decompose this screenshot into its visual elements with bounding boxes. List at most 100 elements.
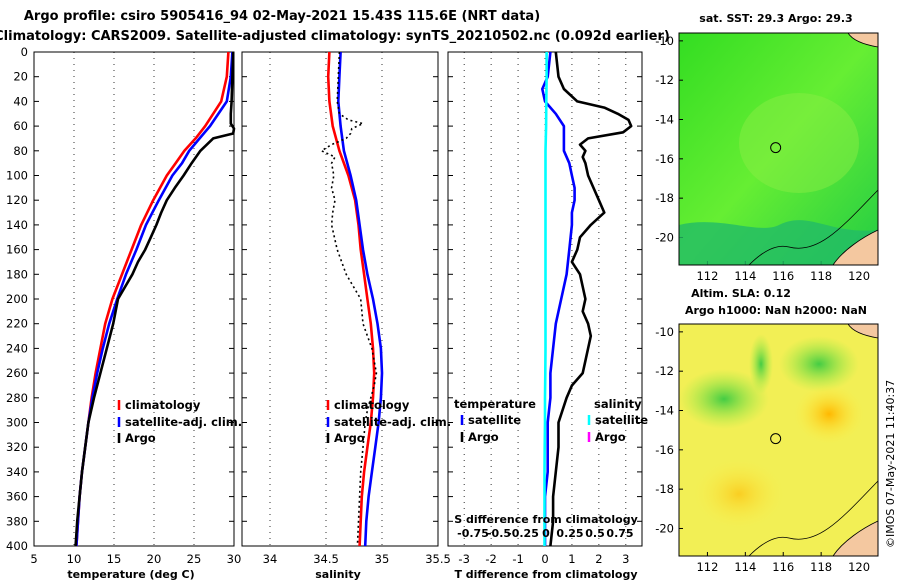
depth-tick-label: 260 [6,366,28,380]
x-tick-label: 1 [568,552,575,566]
legend-climatology: climatology [125,398,201,412]
map-lat-label: -10 [655,34,674,48]
sst-map: sat. SST: 29.3 Argo: 29.3 -10 -12 -14 -16 -1… [655,12,879,283]
legend-s-satellite: satellite [595,413,648,427]
imos-footer: ©IMOS 07-May-2021 11:40:37 [884,380,897,548]
temperature-panel: 5 10 15 20 25 30 temperature (deg C) climatol… [30,51,242,580]
series-line-argo [320,51,378,547]
depth-tick-label: 40 [13,94,28,108]
s-difference-x-ticks: -0.75-0.5-0.25 0 0.25 0.5 0.75 [457,527,633,540]
x-tick-label: 0 [541,552,548,566]
temperature-x-label: temperature (deg C) [67,568,194,580]
x-tick-label: 3 [622,552,629,566]
map-lat-label: -12 [655,364,674,378]
x-tick-label: -1 [512,552,523,566]
depth-tick-label: 0 [21,45,28,59]
x-tick-label: -2 [485,552,496,566]
map-lon-label: 120 [848,269,870,283]
legend-satellite-adj: satellite-adj. clim. [334,415,451,429]
map-lon-label: 116 [772,560,794,574]
s-diff-tick-label: 0.75 [606,527,633,540]
sla-map-subtitle: Argo h1000: NaN h2000: NaN [685,304,867,317]
legend-temperature-heading: temperature [454,397,536,411]
legend-argo: Argo [125,431,156,445]
depth-tick-label: 360 [6,490,28,504]
x-tick-label: 20 [147,552,162,566]
depth-tick-label: 60 [13,119,28,133]
map-lat-label: -12 [655,73,674,87]
x-tick-label: 34.5 [313,552,339,566]
s-diff-tick-label: -0.75 [457,527,489,540]
t-difference-x-label: T difference from climatology [454,568,637,580]
figure-title-line1: Argo profile: csiro 5905416_94 02-May-20… [24,9,540,24]
map-lon-label: 120 [848,560,870,574]
map-lat-label: -16 [655,152,674,166]
salinity-x-label: salinity [315,568,361,580]
sla-map-axes: -10 -12 -14 -16 -18 -20 112 114 116 118 120 [655,325,870,574]
legend-salinity-heading: salinity [594,397,642,411]
depth-tick-label: 220 [6,317,28,331]
argo-float-marker [770,433,782,445]
map-lon-label: 114 [734,269,756,283]
map-lat-label: -10 [655,325,674,339]
s-diff-tick-label: 0.25 [556,527,583,540]
depth-tick-label: 240 [6,341,28,355]
legend-satellite-adj: satellite-adj. clim. [125,415,242,429]
temperature-x-ticks: 5 10 15 20 25 30 [30,552,241,566]
salinity-grid [242,51,438,547]
difference-lines [540,51,633,547]
difference-temperature-legend: temperature satellite Argo [454,397,536,444]
map-lat-label: -18 [655,482,674,496]
map-lon-label: 114 [734,560,756,574]
sla-map-title: Altim. SLA: 0.12 [691,287,791,300]
depth-tick-label: 340 [6,465,28,479]
map-lat-label: -16 [655,443,674,457]
depth-tick-label: 160 [6,243,28,257]
map-lon-label: 116 [772,269,794,283]
depth-tick-label: 320 [6,440,28,454]
sla-high-patch [794,384,864,444]
legend-climatology: climatology [334,398,410,412]
salinity-lines [320,51,384,547]
sst-map-title: sat. SST: 29.3 Argo: 29.3 [699,12,852,25]
map-lat-label: -18 [655,191,674,205]
map-lon-label: 112 [696,560,718,574]
x-tick-label: 34 [263,552,278,566]
depth-tick-label: 140 [6,218,28,232]
map-lat-label: -14 [655,113,674,127]
series-line-t-argo [549,51,633,547]
difference-salinity-legend: salinity satellite Argo [587,397,648,444]
figure-title-line2: Climatology: CARS2009. Satellite-adjuste… [0,29,670,44]
series-line-t-satellite [540,51,576,546]
map-lon-label: 112 [696,269,718,283]
s-diff-tick-label: 0 [542,527,550,540]
sla-low-patch [749,334,773,394]
depth-tick-label: 100 [6,169,28,183]
map-lat-label: -20 [655,230,674,244]
x-tick-label: 2 [595,552,602,566]
depth-tick-label: 180 [6,267,28,281]
sst-map-frame [678,32,879,266]
x-tick-label: 30 [227,552,242,566]
sst-map-axes: -10 -12 -14 -16 -18 -20 112 114 116 118 120 [655,34,870,283]
depth-tick-label: 280 [6,391,28,405]
x-tick-label: 5 [30,552,37,566]
map-lat-label: -20 [655,521,674,535]
x-tick-label: 10 [67,552,82,566]
sla-map: Altim. SLA: 0.12 Argo h1000: NaN h2000: … [655,287,879,574]
map-lon-label: 118 [810,560,832,574]
sla-low-patch [679,369,769,429]
x-tick-label: 25 [187,552,202,566]
series-line-climatology [326,51,376,547]
series-line-s-satellite [543,52,548,546]
legend-t-argo: Argo [468,430,499,444]
salinity-x-ticks: 34 34.5 35 35.5 [263,552,451,566]
legend-argo: Argo [334,431,365,445]
argo-float-marker [770,142,782,154]
s-diff-tick-label: -0.5 [487,527,511,540]
s-difference-label: S difference from climatology [454,513,638,526]
depth-tick-label: 200 [6,292,28,306]
x-tick-label: 15 [107,552,122,566]
bathymetry-contour [748,189,879,266]
sla-high-patch [694,459,784,529]
